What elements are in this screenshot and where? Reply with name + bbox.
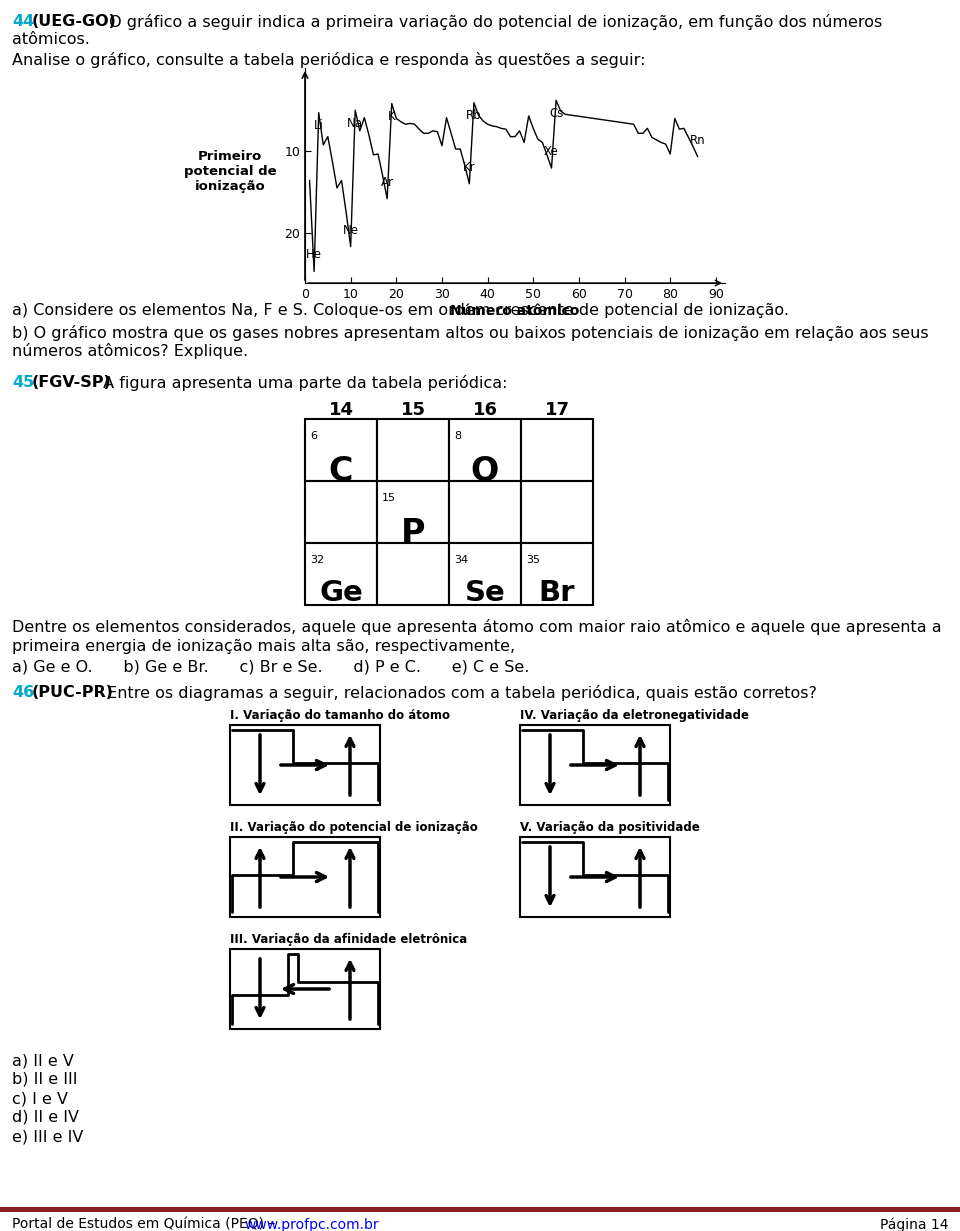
Text: 8: 8	[454, 431, 461, 441]
Text: O: O	[470, 455, 499, 487]
Text: 44: 44	[12, 14, 35, 30]
Text: atômicos.: atômicos.	[12, 32, 90, 47]
Text: Ar: Ar	[381, 176, 394, 188]
X-axis label: Número atômico: Número atômico	[450, 304, 580, 318]
Text: 16: 16	[472, 401, 497, 419]
Text: (PUC-PR): (PUC-PR)	[32, 684, 114, 700]
Text: Cs: Cs	[549, 107, 564, 119]
Text: 6: 6	[310, 431, 317, 441]
Text: Rb: Rb	[467, 110, 482, 122]
Text: potencial de: potencial de	[183, 165, 276, 178]
Bar	[449, 543, 521, 604]
Text: Portal de Estudos em Química (PEQ) –: Portal de Estudos em Química (PEQ) –	[12, 1217, 279, 1231]
Bar	[377, 543, 449, 604]
Text: Xe: Xe	[544, 145, 559, 158]
Text: 34: 34	[454, 555, 468, 565]
Bar	[230, 837, 380, 917]
Text: 15: 15	[382, 492, 396, 503]
Text: 17: 17	[544, 401, 569, 419]
Text: (UEG-GO): (UEG-GO)	[32, 14, 117, 30]
Text: Na: Na	[348, 117, 363, 129]
Text: c) I e V: c) I e V	[12, 1091, 68, 1105]
Text: P: P	[400, 517, 425, 550]
Text: 15: 15	[400, 401, 425, 419]
Text: a) Ge e O.      b) Ge e Br.      c) Br e Se.      d) P e C.      e) C e Se.: a) Ge e O. b) Ge e Br. c) Br e Se. d) P …	[12, 659, 529, 675]
Text: 32: 32	[310, 555, 324, 565]
Text: Analise o gráfico, consulte a tabela periódica e responda às questões a seguir:: Analise o gráfico, consulte a tabela per…	[12, 52, 645, 68]
Text: Ge: Ge	[319, 579, 363, 607]
Text: Kr: Kr	[463, 161, 475, 174]
Text: Entre os diagramas a seguir, relacionados com a tabela periódica, quais estão co: Entre os diagramas a seguir, relacionado…	[102, 684, 817, 700]
Text: a) II e V: a) II e V	[12, 1053, 74, 1069]
Bar	[305, 481, 377, 543]
Text: 35: 35	[526, 555, 540, 565]
Bar	[520, 725, 670, 805]
Text: II. Variação do potencial de ionização: II. Variação do potencial de ionização	[230, 821, 478, 833]
Text: Br: Br	[539, 579, 575, 607]
Bar	[0, 1208, 960, 1213]
Text: I. Variação do tamanho do átomo: I. Variação do tamanho do átomo	[230, 709, 450, 723]
Text: O gráfico a seguir indica a primeira variação do potencial de ionização, em funç: O gráfico a seguir indica a primeira var…	[104, 14, 882, 30]
Text: a) Considere os elementos Na, F e S. Coloque-os em ordem crescente de potencial : a) Considere os elementos Na, F e S. Col…	[12, 303, 789, 318]
Text: K: K	[388, 110, 396, 123]
Bar	[230, 725, 380, 805]
Bar	[305, 543, 377, 604]
Text: Ne: Ne	[343, 224, 359, 236]
Bar	[521, 481, 593, 543]
Text: III. Variação da afinidade eletrônica: III. Variação da afinidade eletrônica	[230, 933, 468, 945]
Bar	[449, 419, 521, 481]
Text: 46: 46	[12, 684, 35, 700]
Text: b) O gráfico mostra que os gases nobres apresentam altos ou baixos potenciais de: b) O gráfico mostra que os gases nobres …	[12, 325, 928, 341]
Text: (FGV-SP): (FGV-SP)	[32, 375, 111, 390]
Bar	[377, 481, 449, 543]
Text: Página 14: Página 14	[879, 1217, 948, 1231]
Text: Primeiro: Primeiro	[198, 150, 262, 162]
Text: V. Variação da positividade: V. Variação da positividade	[520, 821, 700, 833]
Text: ionização: ionização	[195, 180, 265, 193]
Text: C: C	[328, 455, 353, 487]
Text: primeira energia de ionização mais alta são, respectivamente,: primeira energia de ionização mais alta …	[12, 639, 516, 654]
Text: 45: 45	[12, 375, 35, 390]
Text: He: He	[306, 249, 323, 261]
Bar	[305, 419, 377, 481]
Bar	[521, 419, 593, 481]
Text: e) III e IV: e) III e IV	[12, 1129, 84, 1144]
Text: Rn: Rn	[690, 133, 706, 146]
Text: IV. Variação da eletronegatividade: IV. Variação da eletronegatividade	[520, 709, 749, 723]
Bar	[521, 543, 593, 604]
Bar	[230, 949, 380, 1029]
Text: d) II e IV: d) II e IV	[12, 1110, 79, 1125]
Text: www.profpc.com.br: www.profpc.com.br	[244, 1217, 378, 1231]
Bar	[449, 481, 521, 543]
Text: Li: Li	[314, 119, 324, 132]
Text: números atômicos? Explique.: números atômicos? Explique.	[12, 343, 248, 359]
Text: Se: Se	[465, 579, 505, 607]
Text: b) II e III: b) II e III	[12, 1072, 78, 1087]
Text: 14: 14	[328, 401, 353, 419]
Bar	[377, 419, 449, 481]
Text: Dentre os elementos considerados, aquele que apresenta átomo com maior raio atôm: Dentre os elementos considerados, aquele…	[12, 619, 942, 635]
Bar	[520, 837, 670, 917]
Text: A figura apresenta uma parte da tabela periódica:: A figura apresenta uma parte da tabela p…	[98, 375, 508, 391]
